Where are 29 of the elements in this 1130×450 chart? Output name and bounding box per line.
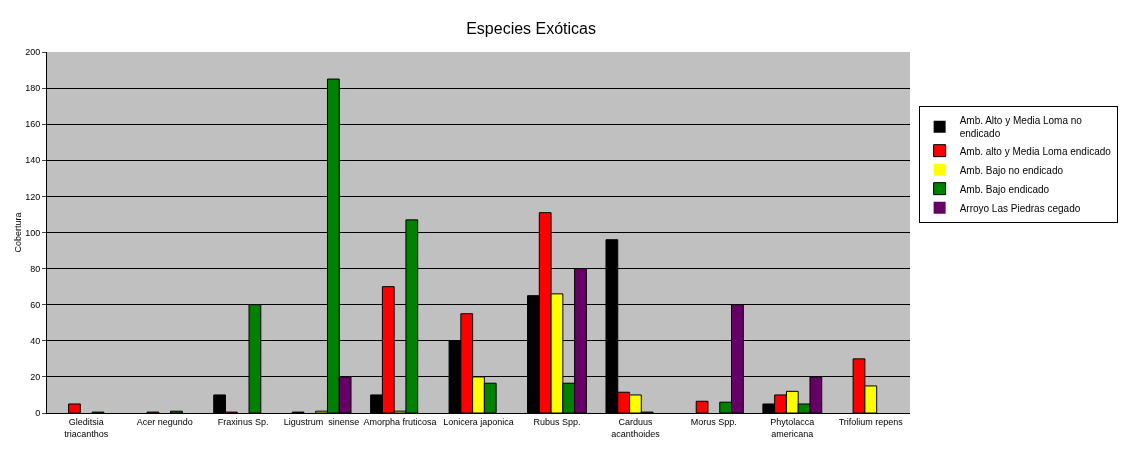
x-tick-label: Carduus acanthoides: [611, 416, 661, 439]
legend-label: Amb. alto y Media Loma endicado: [959, 145, 1112, 157]
x-tick-label: Amorpha fruticosa: [363, 416, 437, 427]
legend-label: Amb. Bajo endicado: [959, 183, 1050, 195]
x-tick-label: Rubus Spp.: [533, 416, 581, 427]
legend-label: Arroyo Las Piedras cegado: [959, 202, 1081, 214]
y-tick-label: 60: [30, 299, 41, 310]
x-tick-label: Morus Spp.: [690, 416, 737, 427]
y-tick-label: 0: [35, 408, 41, 419]
x-tick-label: Gleditsia triacanthos: [64, 416, 109, 439]
x-tick-label: Fraxinus Sp.: [217, 416, 269, 427]
y-tick-label: 140: [25, 155, 41, 166]
legend-label: Amb. Alto y Media Loma no endicado: [959, 115, 1083, 140]
x-tick-label: Lonicera japonica: [443, 416, 514, 427]
y-tick-label: 20: [30, 372, 41, 383]
y-tick-label: 200: [25, 47, 41, 58]
y-tick-label: 100: [25, 227, 41, 238]
x-tick-label: Acer negundo: [136, 416, 193, 427]
y-tick-label: 160: [25, 119, 41, 130]
x-tick-label: Trifolium repens: [838, 416, 904, 427]
y-axis-title: Cobertura: [12, 212, 23, 253]
x-tick-label: Ligustrum sinense: [283, 416, 360, 427]
y-tick-label: 180: [25, 83, 41, 94]
legend-label: Amb. Bajo no endicado: [959, 164, 1064, 176]
x-tick-label: Phytolacca americana: [770, 416, 815, 439]
chart-title: Especies Exóticas: [466, 19, 597, 37]
y-tick-label: 40: [30, 335, 41, 346]
y-tick-label: 120: [25, 191, 41, 202]
y-tick-label: 80: [30, 263, 41, 274]
